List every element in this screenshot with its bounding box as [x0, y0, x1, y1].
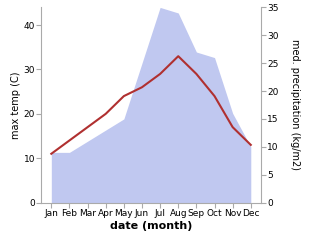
Y-axis label: med. precipitation (kg/m2): med. precipitation (kg/m2)	[290, 40, 300, 170]
X-axis label: date (month): date (month)	[110, 221, 192, 230]
Y-axis label: max temp (C): max temp (C)	[11, 71, 21, 139]
